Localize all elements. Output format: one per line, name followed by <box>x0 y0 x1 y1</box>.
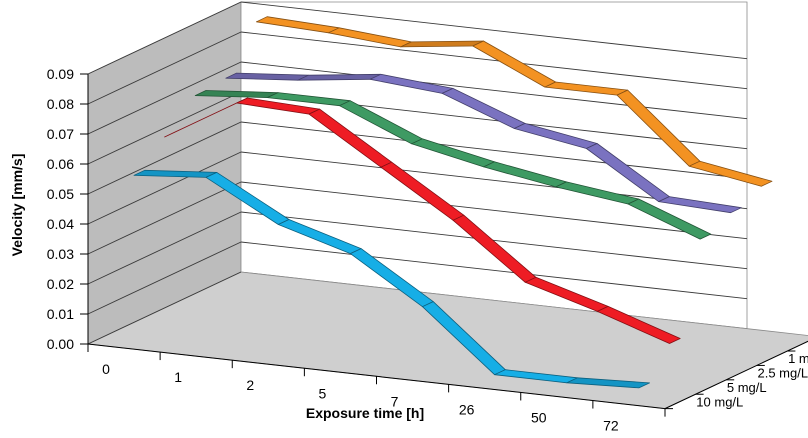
x-tick-label: 5 <box>319 385 327 401</box>
series-group <box>133 16 773 389</box>
side-gridline <box>87 211 242 285</box>
back-gridline <box>240 31 748 90</box>
back-gridline <box>240 1 748 60</box>
y-tick-label: 0.02 <box>47 276 74 292</box>
ribbon-segment <box>297 73 382 81</box>
depth-label: 2.5 mg/L <box>758 366 808 381</box>
gridlines <box>87 1 748 345</box>
back-gridline <box>240 181 748 240</box>
ribbon-segment <box>627 198 712 240</box>
x-tick-label: 1 <box>174 369 182 385</box>
ribbon-segment <box>597 305 681 344</box>
y-tick-label: 0.04 <box>47 216 74 232</box>
back-gridline <box>240 121 748 180</box>
labels-group: 0.00 0.01 0.02 0.03 0.04 0.05 0.06 0.07 0.08 0.09… <box>47 66 808 434</box>
x-tick-label: 0 <box>102 361 110 377</box>
depth-label: 10 mg/L <box>696 394 743 409</box>
y-tick-label: 0.06 <box>47 156 74 172</box>
x-tick-label: 72 <box>603 418 619 434</box>
x-axis-title: Exposure time [h] <box>306 405 424 421</box>
axes <box>80 73 808 417</box>
x-tick-label: 26 <box>459 401 475 417</box>
chart-walls <box>86 1 808 410</box>
ribbon-segment <box>566 377 650 389</box>
y-tick-label: 0.05 <box>47 186 74 202</box>
y-tick-label: 0.09 <box>47 66 74 82</box>
back-gridline <box>240 61 748 120</box>
depth-axis-line <box>664 340 808 410</box>
series-ribbon <box>194 90 712 240</box>
y-tick-label: 0.07 <box>47 126 74 142</box>
depth-label: 5 mg/L <box>727 380 767 395</box>
y-tick-label: 0.00 <box>47 336 74 352</box>
y-tick-label: 0.01 <box>47 306 74 322</box>
ribbon-segment <box>400 40 484 48</box>
ribbon-segment <box>688 160 773 187</box>
series-ribbon <box>133 169 650 389</box>
back-gridline <box>240 211 748 270</box>
x-tick-label: 2 <box>246 377 254 393</box>
side-gridline <box>87 61 242 135</box>
x-tick-label: 7 <box>391 393 399 409</box>
side-gridline <box>87 121 242 195</box>
series-ribbon <box>255 16 773 187</box>
x-tick-label: 50 <box>531 410 547 426</box>
series-ribbon <box>164 97 681 344</box>
ribbon-segment <box>658 196 742 214</box>
side-gridline <box>87 241 242 315</box>
series-ribbon <box>225 72 742 214</box>
y-tick-label: 0.03 <box>47 246 74 262</box>
back-gridline <box>240 241 748 300</box>
side-gridline <box>87 91 242 165</box>
side-gridline <box>87 271 242 345</box>
side-gridline <box>87 1 242 75</box>
side-gridline <box>87 31 242 105</box>
depth-label: 1 mg/L <box>788 351 808 366</box>
y-axis-title: Velocity [mm/s] <box>9 154 25 257</box>
side-gridline <box>87 151 242 225</box>
side-gridline <box>87 181 242 255</box>
y-tick-label: 0.08 <box>47 96 74 112</box>
